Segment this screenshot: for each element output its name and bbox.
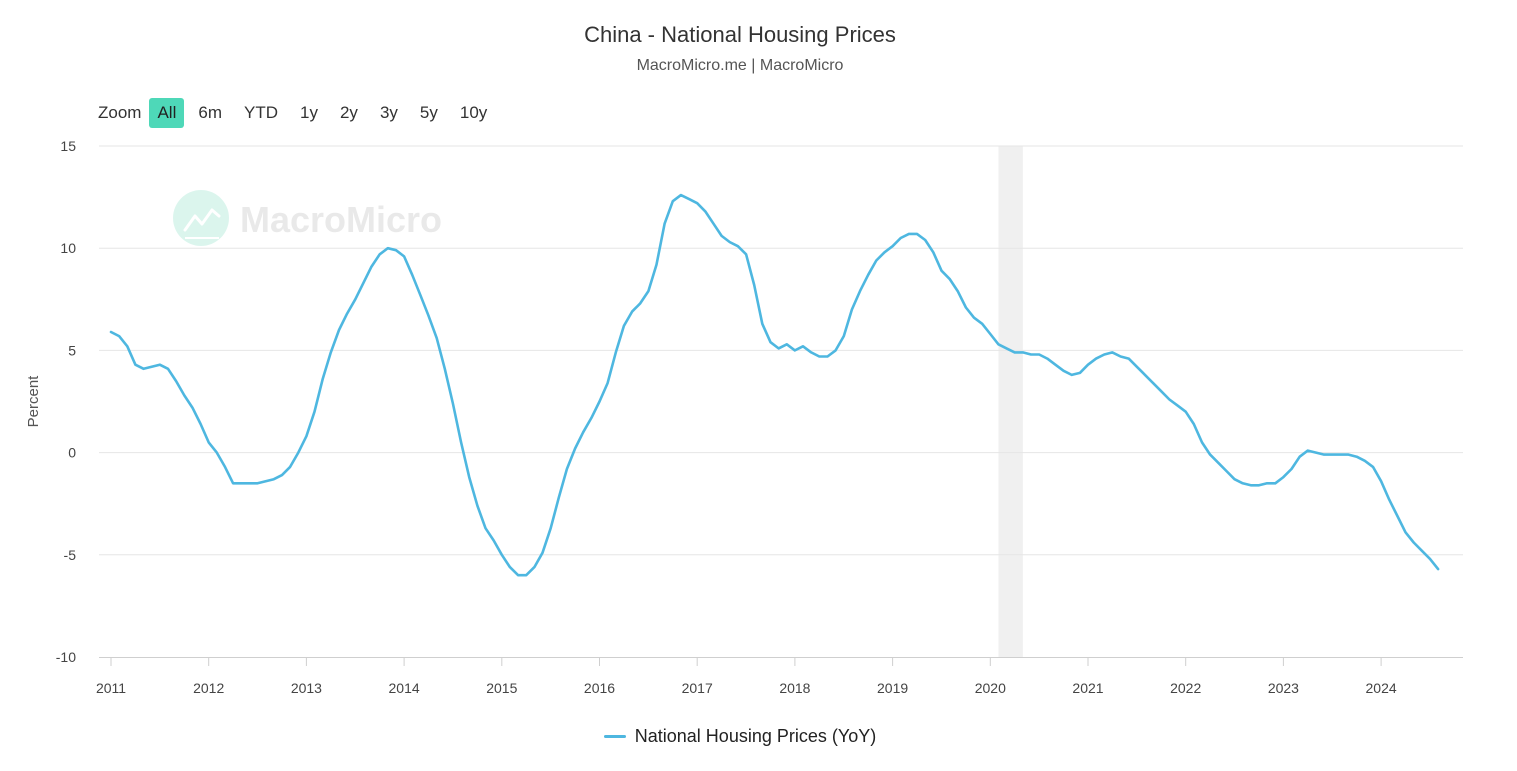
zoom-2y-button[interactable]: 2y: [339, 103, 358, 122]
x-tick-label: 2023: [1268, 680, 1299, 696]
legend[interactable]: National Housing Prices (YoY): [0, 726, 1480, 747]
zoom-6m-button[interactable]: 6m: [198, 103, 222, 122]
y-tick-label: -10: [56, 649, 76, 665]
y-tick-label: 10: [60, 240, 76, 256]
x-tick-label: 2019: [877, 680, 908, 696]
x-axis-ticks: 2011 2012 2013 2014 2015 2016 2017 2018 2019 2020…: [96, 657, 1397, 696]
zoom-ytd-button[interactable]: YTD: [244, 103, 278, 122]
zoom-5y-button[interactable]: 5y: [419, 103, 438, 122]
chart-trend-icon: [183, 208, 221, 232]
y-tick-label: 15: [60, 138, 76, 154]
watermark-text: MacroMicro: [240, 199, 442, 240]
y-axis-ticks: 15 10 5 0 -5 -10: [56, 138, 76, 665]
x-tick-label: 2015: [486, 680, 517, 696]
x-tick-label: 2020: [975, 680, 1006, 696]
zoom-10y-button[interactable]: 10y: [459, 103, 488, 122]
chart-subtitle: MacroMicro.me | MacroMicro: [636, 57, 844, 74]
legend-line-swatch: [603, 735, 626, 738]
series-layer: [109, 193, 1440, 577]
zoom-label: Zoom: [98, 103, 142, 122]
zoom-3y-button[interactable]: 3y: [379, 103, 398, 122]
shaded-range-0: [998, 146, 1023, 657]
x-tick-label: 2017: [682, 680, 713, 696]
y-tick-label: 0: [68, 445, 76, 461]
chart-title: China - National Housing Prices: [584, 22, 896, 47]
x-tick-label: 2024: [1366, 680, 1397, 696]
y-tick-label: 5: [68, 342, 76, 358]
x-tick-label: 2014: [389, 680, 420, 696]
zoom-bar: Zoom All 6m YTD 1y 2y 3y 5y 10y: [98, 98, 501, 128]
x-tick-label: 2012: [193, 680, 224, 696]
zoom-all-button[interactable]: All: [149, 98, 185, 128]
x-tick-label: 2013: [291, 680, 322, 696]
watermark-logo-circle: [173, 190, 229, 246]
x-tick-label: 2018: [779, 680, 810, 696]
x-tick-label: 2022: [1170, 680, 1201, 696]
legend-label: National Housing Prices (YoY): [634, 726, 877, 746]
y-axis-label: Percent: [25, 375, 42, 428]
watermark: MacroMicro: [173, 190, 442, 246]
series-line-0[interactable]: [109, 193, 1440, 577]
shaded-ranges: [998, 146, 1023, 657]
zoom-1y-button[interactable]: 1y: [300, 103, 318, 122]
x-tick-label: 2021: [1072, 680, 1103, 696]
y-tick-label: -5: [64, 547, 77, 563]
gridlines: [99, 145, 1463, 556]
x-tick-label: 2016: [584, 680, 615, 696]
x-tick-label: 2011: [96, 680, 126, 696]
